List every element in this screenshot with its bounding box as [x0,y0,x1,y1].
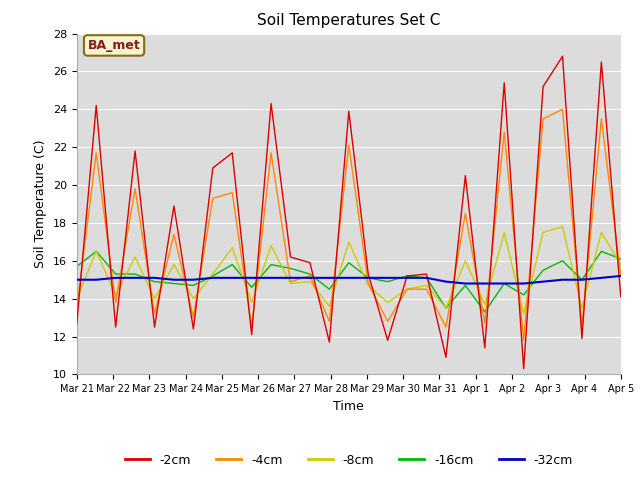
X-axis label: Time: Time [333,400,364,413]
Text: BA_met: BA_met [88,39,140,52]
Legend: -2cm, -4cm, -8cm, -16cm, -32cm: -2cm, -4cm, -8cm, -16cm, -32cm [120,449,578,472]
Title: Soil Temperatures Set C: Soil Temperatures Set C [257,13,440,28]
Y-axis label: Soil Temperature (C): Soil Temperature (C) [35,140,47,268]
